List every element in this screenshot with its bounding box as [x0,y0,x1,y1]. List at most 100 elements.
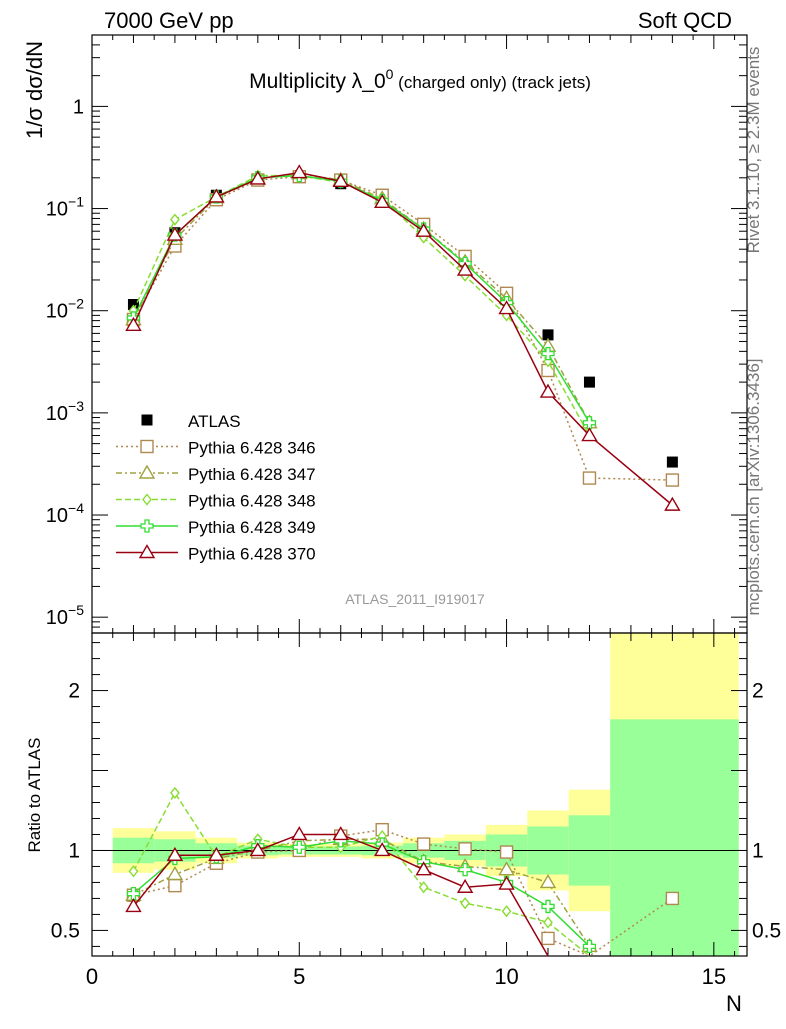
ratio-y-tick-label: 0.5 [51,919,80,942]
data-point [208,846,225,861]
legend: ATLAS Pythia 6.428 346 Pythia 6.428 347 Pyt… [116,412,316,564]
legend-marker [142,493,152,506]
data-point [456,261,474,276]
data-point [543,916,553,929]
data-point [373,193,391,209]
tick-mantissa: 1 [73,96,84,118]
green-band-12 [610,719,739,956]
ratio-plot-frame [91,632,748,957]
data-point [456,878,474,893]
main-y-tick-label: 10−2 [46,296,84,323]
data-point [499,845,514,859]
main-y-axis-label: 1/σ dσ/dN [22,41,47,139]
legend-entry: Pythia 6.428 347 [188,465,316,484]
data-point [125,316,142,331]
data-point [498,300,515,315]
data-point [664,496,681,511]
data-point [665,473,680,487]
main-y-tick-label: 10−1 [46,194,84,221]
main-y-tick-label: 1 [73,96,84,118]
main-series-pythia-6-428-347 [125,165,598,429]
data-point [128,865,139,878]
data-point [539,383,557,398]
tick-exponent: −5 [68,602,84,618]
legend-marker [140,519,154,533]
tick-mantissa: 10 [46,607,68,629]
data-point [460,897,470,910]
data-point [666,456,678,468]
x-tick-label: 15 [702,964,726,989]
data-point [291,826,308,841]
legend-entry: Pythia 6.428 346 [188,439,316,458]
main-y-tick-label: 10−4 [46,500,84,527]
main-series-pythia-6-428-349 [126,168,597,430]
data-point [415,861,432,876]
data-point [166,226,184,241]
data-point [542,329,554,341]
side-label-rivet: Rivet 3.1.10, ≥ 2.3M events [744,47,763,254]
data-point [168,878,182,893]
data-point [166,866,184,881]
main-y-tick-label: 10−5 [46,602,84,629]
main-series-pythia-6-428-370 [125,164,681,511]
plot-title-sup: 0 [386,66,394,82]
legend-entry: ATLAS [188,412,241,431]
legend-entry: Pythia 6.428 348 [188,492,316,511]
legend-marker [140,439,154,454]
main-y-tick-label: 10−3 [46,398,84,425]
legend-marker [141,414,153,426]
data-point [332,172,349,187]
data-point [665,891,680,906]
watermark: ATLAS_2011_I919017 [345,591,485,607]
data-point [418,881,429,894]
series-line [133,838,591,947]
plot-title: Multiplicity λ_00 (charged only) (track … [249,66,591,93]
data-point [170,213,180,226]
data-point [166,846,184,861]
data-point [416,837,431,851]
plot-title-main: Multiplicity λ_0 [249,70,386,93]
series-line [132,172,591,424]
data-point [541,346,555,361]
data-point [498,861,515,876]
data-point [373,842,391,857]
data-point [541,931,555,946]
data-point [208,188,225,203]
data-point [583,376,595,388]
data-point [332,826,349,841]
ratio-y-tick-label-right: 1 [752,839,764,862]
ratio-y-tick-label: 2 [68,680,80,703]
ratio-series-pythia-6-428-370 [125,826,549,957]
data-point [581,427,598,442]
legend-marker [138,544,156,559]
ratio-y-tick-label: 1 [68,839,80,862]
data-point [582,471,597,485]
data-point [170,786,180,800]
data-point [292,840,306,854]
legend-entry: Pythia 6.428 370 [188,545,316,564]
main-plot-frame [91,34,748,634]
plot-title-suffix: (charged only) (track jets) [393,73,590,92]
header-right: Soft QCD [638,8,732,33]
x-tick-label: 5 [293,964,305,989]
data-point [126,886,141,901]
ratio-y-tick-label-right: 2 [752,680,764,703]
data-point [539,874,557,889]
series-line [132,174,591,436]
data-point [541,899,555,914]
data-point [582,939,597,954]
data-point [127,299,139,311]
ratio-y-tick-label-right: 0.5 [752,919,781,942]
tick-mantissa: 10 [46,403,68,425]
header-left: 7000 GeV pp [104,8,234,33]
data-point [458,842,472,856]
tick-exponent: −4 [68,500,84,516]
x-axis-label: N [726,991,742,1016]
x-tick-label: 0 [86,964,98,989]
data-point [498,875,515,890]
legend-entry: Pythia 6.428 349 [188,518,316,537]
main-series-pythia-6-428-348 [128,169,595,442]
tick-mantissa: 10 [46,505,68,527]
data-point [501,905,512,918]
